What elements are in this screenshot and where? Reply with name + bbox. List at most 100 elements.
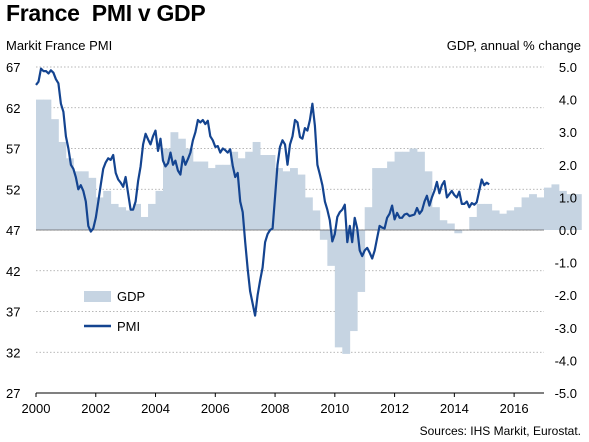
gdp-bar: [312, 210, 321, 230]
right-tick-label: 3.0: [559, 125, 577, 140]
gdp-bar: [290, 168, 298, 230]
right-tick-label: 4.0: [559, 93, 577, 108]
left-tick-label: 27: [6, 386, 20, 401]
gdp-bar: [558, 190, 567, 230]
gdp-bar: [349, 230, 358, 332]
gdp-bar: [446, 223, 455, 230]
pmi-line: [35, 67, 490, 317]
gdp-bar: [267, 155, 276, 230]
gdp-bar: [573, 194, 582, 230]
gdp-bar: [163, 148, 171, 230]
gdp-bar: [43, 99, 52, 230]
gdp-bar: [215, 164, 224, 230]
x-tick-label: 2000: [22, 401, 51, 416]
gdp-bar: [506, 210, 515, 230]
gdp-bar: [536, 197, 545, 230]
gdp-bar: [103, 190, 112, 230]
gdp-bar: [185, 148, 194, 230]
gdp-bar: [476, 203, 485, 230]
left-tick-label: 47: [6, 223, 20, 238]
gdp-bar: [364, 207, 373, 230]
gdp-bar: [327, 230, 336, 266]
gdp-bar: [499, 213, 508, 230]
x-tick-label: 2016: [500, 401, 529, 416]
gdp-bar: [275, 168, 283, 230]
gdp-bar: [192, 161, 201, 230]
gdp-bar: [544, 187, 552, 230]
x-tick-label: 2004: [141, 401, 170, 416]
right-axis-label: GDP, annual % change: [446, 38, 581, 53]
gdp-bar: [170, 132, 179, 230]
gdp-bar: [566, 194, 575, 230]
right-tick-label: 0.0: [559, 223, 577, 238]
gdp-bar: [50, 119, 59, 230]
gdp-bar: [65, 158, 74, 230]
right-tick-label: -1.0: [555, 256, 577, 271]
left-tick-label: 67: [6, 60, 20, 75]
legend-pmi-label: PMI: [117, 319, 140, 334]
gdp-bar: [334, 230, 343, 348]
gdp-bar: [454, 230, 463, 234]
gdp-bar: [357, 230, 366, 292]
right-tick-label: 2.0: [559, 158, 577, 173]
left-tick-label: 52: [6, 182, 20, 197]
gdp-bar: [252, 141, 261, 230]
x-tick-label: 2014: [440, 401, 469, 416]
chart-title: France PMI v GDP: [6, 0, 206, 26]
x-tick-label: 2002: [81, 401, 110, 416]
right-tick-label: 1.0: [559, 190, 577, 205]
gdp-bar: [394, 151, 403, 230]
x-tick-label: 2010: [320, 401, 349, 416]
right-tick-label: -2.0: [555, 288, 577, 303]
gdp-bar: [155, 190, 164, 230]
legend-gdp-label: GDP: [117, 289, 145, 304]
gdp-bar: [402, 151, 410, 230]
gdp-bar: [417, 151, 425, 230]
x-tick-label: 2006: [201, 401, 230, 416]
gdp-bar: [439, 220, 448, 230]
gdp-bar: [200, 161, 209, 230]
legend: GDP PMI: [84, 289, 145, 334]
gdp-bar: [491, 210, 500, 230]
gdp-bars: [36, 99, 582, 354]
gdp-bar: [177, 138, 186, 230]
left-axis-ticks: 27 32 37 42 47 52 57 62 67: [6, 60, 20, 401]
left-tick-label: 62: [6, 101, 20, 116]
gdp-bar: [222, 164, 231, 230]
gdp-bar: [514, 207, 522, 230]
x-axis-ticks: 2000 2002 2004 2006 2008 2010 2012 2014 2016: [22, 393, 529, 416]
gdp-bar: [118, 207, 127, 230]
gdp-bar: [387, 161, 395, 230]
gdp-bar: [140, 216, 149, 230]
gdp-bar: [36, 99, 44, 230]
gdp-bar: [484, 203, 493, 230]
gdp-bar: [282, 171, 291, 230]
left-tick-label: 57: [6, 142, 20, 157]
gdp-bar: [319, 230, 328, 240]
gdp-bar: [342, 230, 351, 354]
gdp-bar: [110, 203, 119, 230]
right-tick-label: -3.0: [555, 321, 577, 336]
x-tick-label: 2012: [380, 401, 409, 416]
gdp-bar: [245, 151, 254, 230]
right-axis-ticks: 5.0 4.0 3.0 2.0 1.0 0.0 -1.0 -2.0 -3.0 -4.0 -5.0: [555, 60, 577, 401]
right-tick-label: 5.0: [559, 60, 577, 75]
left-tick-label: 37: [6, 305, 20, 320]
gdp-bar: [73, 171, 82, 230]
gdp-bar: [431, 207, 440, 230]
gdp-bar: [304, 197, 313, 230]
gdp-bar: [529, 194, 537, 230]
legend-gdp-swatch: [84, 291, 111, 302]
gdp-bar: [372, 168, 381, 230]
gdp-bar: [207, 168, 216, 230]
gdp-bar: [409, 148, 418, 230]
gdp-bar: [260, 155, 268, 230]
source-note: Sources: IHS Markit, Eurostat.: [419, 424, 581, 438]
gdp-bar: [133, 203, 141, 230]
gdp-bar: [125, 210, 134, 230]
gdp-bar: [148, 203, 156, 230]
left-tick-label: 42: [6, 264, 20, 279]
right-tick-label: -4.0: [555, 353, 577, 368]
gdp-bar: [521, 197, 530, 230]
gdp-bar: [469, 216, 478, 230]
